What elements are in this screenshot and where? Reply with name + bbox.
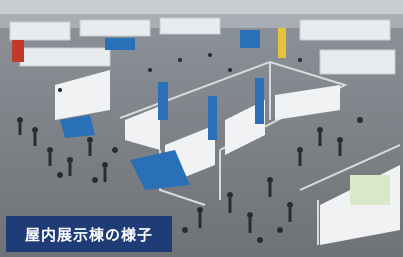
page: 屋内展示棟の様子 bbox=[0, 0, 403, 257]
caption: 屋内展示棟の様子 bbox=[6, 216, 172, 252]
